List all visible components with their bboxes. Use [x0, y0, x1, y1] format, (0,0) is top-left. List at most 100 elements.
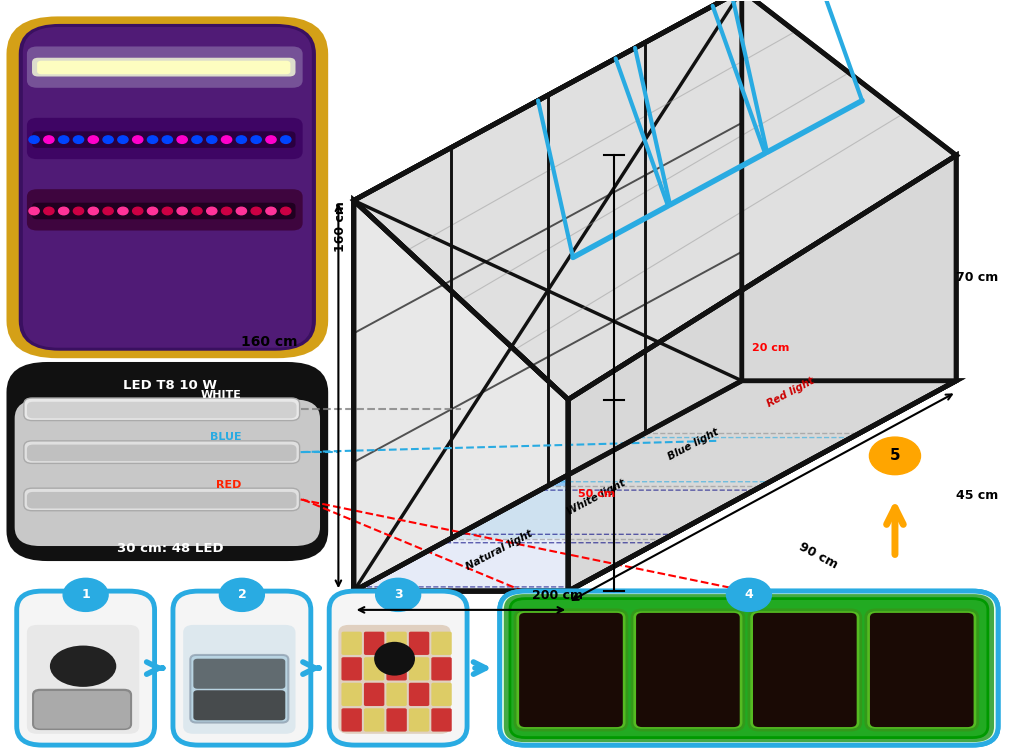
FancyBboxPatch shape [190, 655, 289, 722]
Text: 45 cm: 45 cm [956, 489, 998, 502]
FancyBboxPatch shape [519, 613, 623, 727]
Text: 5: 5 [890, 449, 900, 464]
FancyBboxPatch shape [37, 61, 291, 74]
Text: 1: 1 [81, 588, 90, 602]
FancyBboxPatch shape [364, 708, 384, 731]
Circle shape [162, 136, 172, 143]
FancyBboxPatch shape [500, 591, 998, 745]
FancyBboxPatch shape [27, 118, 303, 159]
FancyBboxPatch shape [632, 610, 743, 730]
Ellipse shape [50, 645, 117, 687]
FancyBboxPatch shape [364, 632, 384, 655]
FancyBboxPatch shape [27, 625, 139, 734]
FancyBboxPatch shape [749, 610, 861, 730]
FancyBboxPatch shape [27, 189, 303, 231]
Circle shape [237, 207, 247, 215]
Polygon shape [548, 434, 859, 486]
FancyBboxPatch shape [183, 625, 296, 734]
Circle shape [58, 136, 69, 143]
Polygon shape [548, 434, 859, 486]
FancyBboxPatch shape [32, 688, 132, 730]
FancyBboxPatch shape [194, 659, 286, 688]
Circle shape [251, 136, 261, 143]
FancyBboxPatch shape [753, 613, 857, 727]
FancyBboxPatch shape [386, 708, 407, 731]
Text: 50 cm: 50 cm [579, 489, 615, 499]
Text: 2: 2 [238, 588, 246, 602]
FancyBboxPatch shape [364, 657, 384, 681]
FancyBboxPatch shape [18, 24, 316, 351]
FancyBboxPatch shape [409, 632, 429, 655]
FancyBboxPatch shape [341, 683, 361, 706]
FancyBboxPatch shape [14, 400, 321, 546]
Text: 90 cm: 90 cm [797, 541, 840, 572]
Circle shape [118, 136, 128, 143]
FancyBboxPatch shape [24, 398, 300, 421]
Circle shape [133, 207, 142, 215]
Circle shape [869, 437, 921, 475]
FancyBboxPatch shape [27, 402, 297, 418]
FancyBboxPatch shape [409, 708, 429, 731]
FancyBboxPatch shape [32, 203, 296, 219]
FancyBboxPatch shape [431, 657, 452, 681]
Circle shape [74, 136, 84, 143]
Circle shape [44, 207, 54, 215]
Polygon shape [353, 538, 666, 591]
FancyBboxPatch shape [341, 708, 361, 731]
Circle shape [221, 136, 231, 143]
FancyBboxPatch shape [6, 362, 328, 561]
Polygon shape [451, 486, 762, 538]
FancyBboxPatch shape [386, 657, 407, 681]
Circle shape [29, 207, 39, 215]
Circle shape [251, 207, 261, 215]
Circle shape [147, 207, 158, 215]
Text: LED T8 10 W: LED T8 10 W [123, 379, 217, 391]
Circle shape [88, 136, 98, 143]
FancyBboxPatch shape [329, 591, 467, 745]
Circle shape [191, 136, 202, 143]
Circle shape [74, 207, 84, 215]
FancyBboxPatch shape [870, 613, 974, 727]
FancyBboxPatch shape [23, 27, 312, 348]
Circle shape [726, 578, 771, 611]
FancyBboxPatch shape [866, 610, 978, 730]
FancyBboxPatch shape [386, 683, 407, 706]
FancyBboxPatch shape [510, 599, 988, 737]
FancyBboxPatch shape [24, 488, 300, 510]
Circle shape [266, 136, 276, 143]
FancyBboxPatch shape [431, 683, 452, 706]
Text: Natural light: Natural light [464, 528, 535, 572]
FancyBboxPatch shape [24, 441, 300, 464]
FancyBboxPatch shape [341, 657, 361, 681]
FancyBboxPatch shape [500, 591, 998, 745]
Text: 30 cm: 48 LED: 30 cm: 48 LED [117, 542, 223, 555]
Polygon shape [645, 381, 956, 434]
FancyBboxPatch shape [386, 632, 407, 655]
FancyBboxPatch shape [338, 625, 451, 734]
Text: 160 cm: 160 cm [334, 201, 347, 252]
Circle shape [29, 136, 39, 143]
Text: 160 cm: 160 cm [242, 336, 298, 349]
FancyBboxPatch shape [32, 131, 296, 148]
FancyBboxPatch shape [173, 591, 311, 745]
FancyBboxPatch shape [6, 17, 328, 358]
Circle shape [281, 207, 291, 215]
Circle shape [281, 136, 291, 143]
FancyBboxPatch shape [32, 58, 296, 76]
Text: 20 cm: 20 cm [752, 343, 790, 353]
FancyBboxPatch shape [16, 591, 155, 745]
Circle shape [103, 136, 114, 143]
Circle shape [133, 136, 142, 143]
Text: RED: RED [216, 480, 242, 489]
Circle shape [376, 578, 421, 611]
FancyBboxPatch shape [431, 708, 452, 731]
FancyBboxPatch shape [341, 632, 361, 655]
Text: 200 cm: 200 cm [532, 589, 584, 602]
FancyBboxPatch shape [27, 492, 297, 508]
FancyBboxPatch shape [409, 683, 429, 706]
Polygon shape [353, 381, 956, 591]
FancyBboxPatch shape [34, 691, 130, 728]
Circle shape [177, 136, 187, 143]
Polygon shape [353, 0, 956, 400]
FancyBboxPatch shape [431, 632, 452, 655]
